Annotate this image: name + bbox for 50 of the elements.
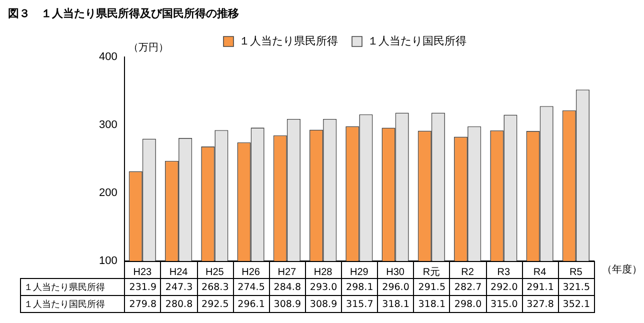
data-label: 352.1 bbox=[558, 296, 594, 312]
text: １人当たり県民所得 bbox=[24, 282, 105, 292]
data-label: 291.1 bbox=[522, 278, 558, 296]
data-label: 321.5 bbox=[558, 278, 594, 296]
x-tick-label: H29 bbox=[350, 266, 369, 278]
legend-label: １人当たり県民所得 bbox=[239, 34, 338, 48]
x-tick-label: H26 bbox=[242, 266, 260, 278]
x-tick-label: H28 bbox=[314, 266, 333, 278]
data-label: 284.8 bbox=[269, 278, 306, 296]
y-axis-title: （万円） bbox=[128, 42, 168, 54]
data-label: 268.3 bbox=[197, 278, 234, 296]
data-label: 280.8 bbox=[160, 296, 198, 312]
chart-title: 図３ １人当たり県民所得及び国民所得の推移 bbox=[7, 6, 240, 22]
x-tick-label: H25 bbox=[205, 266, 224, 278]
data-label: 282.7 bbox=[450, 278, 486, 296]
data-label: 327.8 bbox=[522, 296, 558, 312]
data-label: 298.0 bbox=[450, 296, 486, 312]
data-label: 318.1 bbox=[414, 296, 450, 312]
data-label: 231.9 bbox=[124, 278, 161, 296]
x-tick-label: R元 bbox=[422, 266, 440, 278]
data-label: 315.7 bbox=[342, 296, 378, 312]
y-tick-label: 300 bbox=[98, 119, 118, 132]
data-label: 292.5 bbox=[197, 296, 234, 312]
data-label: 296.0 bbox=[378, 278, 414, 296]
text: １人当たり国民所得 bbox=[24, 300, 105, 310]
x-axis-title: （年度） bbox=[602, 264, 642, 276]
y-tick-label: 100 bbox=[98, 255, 118, 268]
x-tick-label: H24 bbox=[169, 266, 188, 278]
data-label: 293.0 bbox=[305, 278, 342, 296]
legend-label: １人当たり国民所得 bbox=[368, 34, 466, 48]
x-tick-label: H27 bbox=[278, 266, 297, 278]
y-tick-label: 200 bbox=[98, 187, 118, 200]
data-label: 247.3 bbox=[160, 278, 198, 296]
data-label: 291.5 bbox=[414, 278, 450, 296]
data-label: 318.1 bbox=[378, 296, 414, 312]
x-tick-label: R2 bbox=[461, 266, 474, 278]
data-label: 315.0 bbox=[486, 296, 522, 312]
x-tick-label: H23 bbox=[133, 266, 152, 278]
data-label: 308.9 bbox=[305, 296, 342, 312]
y-tick-label: 400 bbox=[98, 51, 118, 64]
data-label: 274.5 bbox=[233, 278, 270, 296]
data-label: 279.8 bbox=[124, 296, 161, 312]
data-label: 308.9 bbox=[269, 296, 306, 312]
x-tick-label: H30 bbox=[386, 266, 405, 278]
x-tick-label: R4 bbox=[533, 266, 547, 278]
x-tick-label: R5 bbox=[570, 266, 583, 278]
data-label: 296.1 bbox=[233, 296, 270, 312]
data-label: 298.1 bbox=[342, 278, 378, 296]
data-label: 292.0 bbox=[486, 278, 522, 296]
x-tick-label: R3 bbox=[497, 266, 511, 278]
